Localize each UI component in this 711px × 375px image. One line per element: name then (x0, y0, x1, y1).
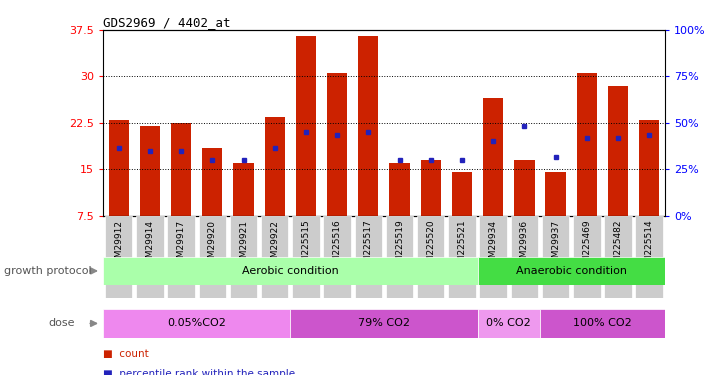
Text: Aerobic condition: Aerobic condition (242, 266, 338, 276)
Text: growth protocol: growth protocol (4, 266, 91, 276)
Bar (478, 257, 665, 285)
Bar (542, 216, 570, 298)
Bar (264, 117, 285, 216)
Bar (109, 120, 129, 216)
Text: ■  percentile rank within the sample: ■ percentile rank within the sample (103, 369, 295, 375)
Bar (358, 36, 378, 216)
Text: GSM225482: GSM225482 (614, 220, 622, 274)
Bar (417, 216, 444, 298)
Bar (573, 216, 601, 298)
Bar (327, 74, 347, 216)
Text: GSM29912: GSM29912 (114, 220, 123, 269)
Text: 100% CO2: 100% CO2 (573, 318, 632, 328)
Bar (483, 98, 503, 216)
Bar (296, 36, 316, 216)
Bar (608, 86, 628, 216)
Bar (639, 120, 659, 216)
Bar (478, 309, 540, 338)
Bar (510, 216, 538, 298)
Bar (171, 123, 191, 216)
Text: dose: dose (48, 318, 75, 328)
Text: GSM29937: GSM29937 (551, 220, 560, 269)
Bar (604, 216, 631, 298)
Bar (577, 74, 597, 216)
Bar (479, 216, 507, 298)
Text: GSM225469: GSM225469 (582, 220, 592, 274)
Text: GSM225516: GSM225516 (333, 220, 341, 274)
Bar (105, 216, 132, 298)
Bar (386, 216, 413, 298)
Text: GSM29914: GSM29914 (146, 220, 154, 269)
Bar (140, 126, 160, 216)
Bar (202, 148, 223, 216)
Text: ■  count: ■ count (103, 349, 149, 359)
Text: GSM29936: GSM29936 (520, 220, 529, 269)
Text: GSM29934: GSM29934 (488, 220, 498, 269)
Bar (292, 216, 320, 298)
Bar (261, 216, 289, 298)
Text: GSM29922: GSM29922 (270, 220, 279, 268)
Text: GSM225519: GSM225519 (395, 220, 404, 274)
Bar (137, 216, 164, 298)
Bar (198, 216, 226, 298)
Bar (448, 216, 476, 298)
Bar (103, 309, 290, 338)
Text: GSM225520: GSM225520 (427, 220, 435, 274)
Text: GSM225515: GSM225515 (301, 220, 311, 274)
Bar (636, 216, 663, 298)
Text: GSM225521: GSM225521 (457, 220, 466, 274)
Text: 0.05%CO2: 0.05%CO2 (167, 318, 226, 328)
Bar (290, 309, 478, 338)
Bar (545, 172, 566, 216)
Bar (421, 160, 441, 216)
Bar (540, 309, 665, 338)
Bar (390, 163, 410, 216)
Text: Anaerobic condition: Anaerobic condition (515, 266, 626, 276)
Text: GDS2969 / 4402_at: GDS2969 / 4402_at (103, 16, 230, 29)
Text: GSM29917: GSM29917 (176, 220, 186, 269)
Bar (230, 216, 257, 298)
Text: GSM225517: GSM225517 (364, 220, 373, 274)
Bar (324, 216, 351, 298)
Text: GSM29920: GSM29920 (208, 220, 217, 269)
Text: 79% CO2: 79% CO2 (358, 318, 410, 328)
Bar (514, 160, 535, 216)
Bar (451, 172, 472, 216)
Text: GSM29921: GSM29921 (239, 220, 248, 269)
Bar (355, 216, 382, 298)
Text: 0% CO2: 0% CO2 (486, 318, 531, 328)
Text: GSM225514: GSM225514 (645, 220, 653, 274)
Bar (167, 216, 195, 298)
Bar (233, 163, 254, 216)
Bar (103, 257, 478, 285)
